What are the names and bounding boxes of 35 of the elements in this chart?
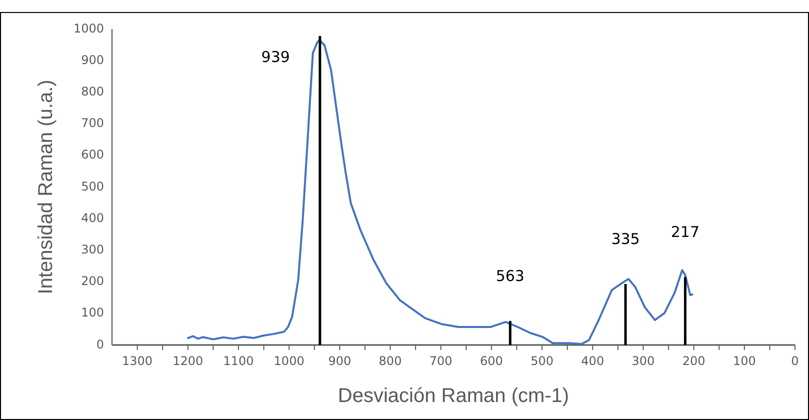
x-tick-label: 1000 <box>274 354 304 368</box>
annotation: 563 <box>496 267 524 286</box>
x-tick-label: 700 <box>429 354 452 368</box>
annotation: 217 <box>670 223 700 242</box>
y-tick-label: 700 <box>81 116 104 130</box>
x-tick-label: 300 <box>632 354 655 368</box>
bar <box>508 320 512 345</box>
x-tick-label: 1100 <box>223 354 254 368</box>
y-tick-label: 100 <box>81 306 104 320</box>
x-tick-label: 400 <box>581 354 604 368</box>
x-tick-label: 600 <box>480 354 503 368</box>
y-axis-title: Intensidad Raman (u.a.) <box>35 80 57 294</box>
x-tick-label: 900 <box>328 354 352 368</box>
x-tick-label: 0 <box>791 354 799 368</box>
bar <box>318 36 322 345</box>
x-tick-label: 100 <box>732 354 756 368</box>
x-axis-title: Desviación Raman (cm-1) <box>338 385 570 407</box>
y-tick-label: 800 <box>81 84 104 98</box>
y-tick-label: 1000 <box>73 21 104 36</box>
annotation: 939 <box>261 48 290 66</box>
x-tick-label: 1300 <box>122 354 153 368</box>
bar <box>684 277 686 345</box>
y-tick-label: 300 <box>81 242 104 256</box>
y-tick-label: 500 <box>81 179 104 194</box>
y-tick-label: 900 <box>81 52 104 67</box>
x-tick-label: 1200 <box>172 354 204 368</box>
y-tick-label: 0 <box>96 337 104 352</box>
x-tick-label: 200 <box>682 354 706 368</box>
y-tick-label: 200 <box>81 274 104 288</box>
bar <box>624 284 627 345</box>
annotation: 335 <box>611 230 640 248</box>
y-tick-label: 600 <box>81 148 104 162</box>
x-tick-label: 500 <box>530 354 554 368</box>
x-tick-label: 800 <box>378 354 402 368</box>
y-tick-label: 400 <box>81 210 104 225</box>
